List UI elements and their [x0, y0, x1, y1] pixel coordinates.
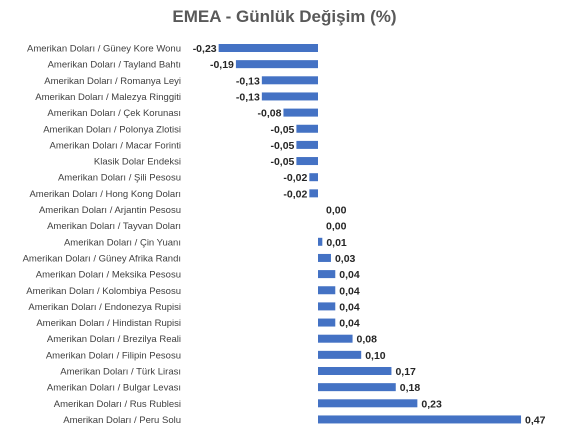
value-label: -0,05 — [270, 140, 294, 152]
bar — [318, 415, 522, 424]
category-label: Amerikan Doları / Malezya Ringgiti — [35, 92, 181, 103]
category-label: Amerikan Doları / Çek Korunası — [47, 108, 181, 119]
value-label: 0,00 — [326, 221, 347, 233]
category-label: Amerikan Doları / Brezilya Reali — [47, 334, 181, 345]
value-label: 0,47 — [525, 414, 546, 426]
value-label: 0,08 — [357, 334, 378, 346]
bar — [309, 173, 318, 182]
category-label: Amerikan Doları / Peru Solu — [63, 415, 181, 426]
bar — [218, 44, 318, 52]
category-label: Amerikan Doları / Rus Rublesi — [54, 399, 181, 410]
bar — [318, 253, 331, 262]
value-label: -0,02 — [283, 172, 307, 184]
value-label: -0,13 — [236, 91, 260, 103]
value-label: 0,04 — [339, 285, 360, 297]
bar — [296, 140, 318, 149]
bar — [296, 124, 318, 133]
value-label: 0,10 — [365, 350, 386, 362]
category-label: Amerikan Doları / Güney Kore Wonu — [27, 44, 181, 55]
category-label: Amerikan Doları / Arjantin Pesosu — [39, 205, 181, 216]
category-label: Amerikan Doları / Filipin Pesosu — [46, 350, 181, 361]
category-label: Klasik Dolar Endeksi — [94, 157, 181, 168]
category-label: Amerikan Doları / Polonya Zlotisi — [43, 124, 181, 135]
category-label: Amerikan Doları / Türk Lirası — [60, 367, 181, 378]
value-label: -0,02 — [283, 188, 307, 200]
value-label: 0,04 — [339, 301, 360, 313]
value-label: -0,08 — [258, 108, 282, 120]
category-label: Amerikan Doları / Tayland Bahtı — [48, 60, 181, 71]
bar — [261, 76, 318, 85]
bar — [296, 157, 318, 166]
bars — [218, 44, 522, 424]
value-label: 0,18 — [400, 382, 421, 394]
bar — [235, 60, 318, 69]
bar — [318, 302, 336, 311]
value-label: 0,04 — [339, 269, 360, 281]
bar — [318, 270, 336, 279]
bar — [261, 92, 318, 101]
category-label: Amerikan Doları / Çin Yuanı — [64, 237, 181, 248]
category-labels: Amerikan Doları / Güney Kore Wonu Amerika… — [23, 44, 181, 426]
bar — [318, 334, 353, 343]
bar — [309, 189, 318, 198]
bar — [318, 350, 362, 359]
value-labels: -0,23-0,19-0,13-0,13-0,08-0,05-0,05-0,05… — [193, 43, 546, 426]
value-label: 0,00 — [326, 205, 347, 217]
value-label: 0,17 — [395, 366, 416, 378]
bar — [318, 383, 396, 392]
value-label: -0,23 — [193, 43, 217, 55]
value-label: -0,13 — [236, 75, 260, 87]
category-label: Amerikan Doları / Meksika Pesosu — [36, 270, 181, 281]
value-label: -0,05 — [270, 124, 294, 136]
category-label: Amerikan Doları / Macar Forinti — [50, 140, 181, 151]
bar — [318, 399, 418, 408]
category-label: Amerikan Doları / Tayvan Doları — [47, 221, 181, 232]
category-label: Amerikan Doları / Kolombiya Pesosu — [26, 286, 181, 297]
category-label: Amerikan Doları / Hindistan Rupisi — [36, 318, 181, 329]
value-label: 0,01 — [326, 237, 347, 249]
value-label: 0,04 — [339, 318, 360, 330]
value-label: -0,05 — [270, 156, 294, 168]
value-label: 0,23 — [421, 398, 442, 410]
category-label: Amerikan Doları / Güney Afrika Randı — [23, 253, 181, 264]
category-label: Amerikan Doları / Romanya Leyi — [44, 76, 181, 87]
chart-title: EMEA - Günlük Değişim (%) — [172, 7, 396, 26]
category-label: Amerikan Doları / Bulgar Levası — [47, 383, 181, 394]
category-label: Amerikan Doları / Endonezya Rupisi — [28, 302, 181, 313]
category-label: Amerikan Doları / Şili Pesosu — [58, 173, 181, 184]
category-label: Amerikan Doları / Hong Kong Doları — [29, 189, 181, 200]
bar — [318, 367, 392, 375]
value-label: -0,19 — [210, 59, 234, 71]
bar — [283, 108, 318, 117]
bar — [318, 286, 336, 295]
bar — [318, 318, 336, 327]
value-label: 0,03 — [335, 253, 356, 265]
bar — [318, 237, 323, 246]
